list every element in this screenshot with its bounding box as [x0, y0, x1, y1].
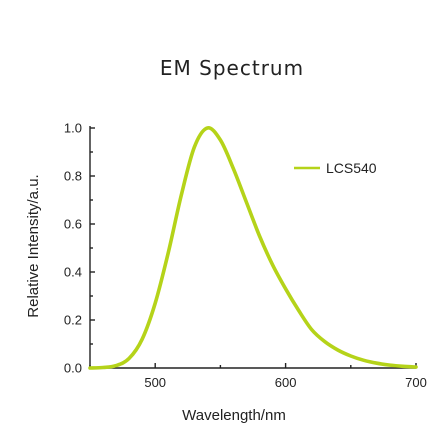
x-tick-label: 700	[405, 375, 427, 390]
x-tick-label: 600	[275, 375, 297, 390]
y-tick-label: 1.0	[64, 121, 82, 136]
plot-area	[88, 126, 418, 370]
y-tick-label: 0.0	[64, 361, 82, 376]
x-tick-label: 500	[144, 375, 166, 390]
y-tick-label: 0.4	[64, 265, 82, 280]
y-tick-label: 0.8	[64, 169, 82, 184]
axes	[89, 126, 416, 369]
y-tick-label: 0.2	[64, 313, 82, 328]
y-tick-label: 0.6	[64, 217, 82, 232]
axis-ticks: 0.0 0.2 0.4 0.6 0.8 1.0 500 600 700	[64, 121, 427, 391]
series-line-lcs540	[88, 126, 418, 370]
x-axis-label: Wavelength/nm	[182, 407, 286, 424]
y-axis-label: Relative Intensity/a.u.	[25, 174, 42, 317]
chart-title: EM Spectrum	[160, 56, 304, 80]
legend: LCS540	[294, 160, 377, 176]
legend-label: LCS540	[326, 160, 377, 176]
